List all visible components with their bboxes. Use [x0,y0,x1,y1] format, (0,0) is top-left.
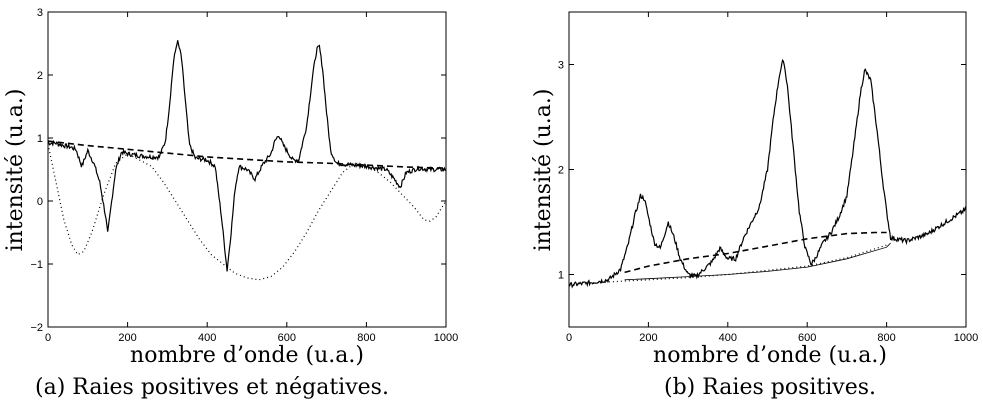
chart-a-series-solid [47,40,447,272]
chart-b-ytick-label: 2 [558,165,564,177]
chart-b-xtick-label: 1000 [954,332,978,344]
chart-a-plot-frame [47,11,447,328]
chart-b-xtick-label: 200 [639,332,657,344]
chart-b-ylabel: intensité (u.a.) [531,89,556,252]
chart-b-xtick-label: 800 [877,332,895,344]
chart-b-caption: (b) Raies positives. [664,375,876,400]
chart-b-series-dashed [624,231,887,274]
chart-b-series-group [568,58,967,289]
chart-a-ylabel: intensité (u.a.) [3,89,28,252]
chart-a-caption: (a) Raies positives et négatives. [35,375,389,400]
chart-a-ticks: 0 200 400 600 800 1000 −2 −1 0 1 2 3 [30,7,458,344]
chart-a-ytick-label: 2 [37,70,43,82]
chart-a-xtick-label: 600 [278,332,296,344]
chart-a-ytick-label: 1 [37,133,43,145]
chart-a-series-dotted [47,144,447,281]
chart-b-xlabel: nombre d’onde (u.a.) [653,343,887,368]
chart-a-ytick-label: 0 [37,196,43,208]
chart-a-xtick-label: 400 [198,332,216,344]
chart-a-xtick-label: 200 [118,332,136,344]
chart-a-xtick-label: 800 [357,332,375,344]
chart-a: 0 200 400 600 800 1000 −2 −1 0 1 2 3 nombre d’onde … [3,7,458,400]
chart-b-xtick-label: 600 [798,332,816,344]
chart-b-xtick-label: 400 [719,332,737,344]
chart-b-xtick-label: 0 [566,332,572,344]
chart-a-ytick-label: −1 [30,259,43,271]
chart-a-xtick-label: 0 [45,332,51,344]
chart-a-ytick-label: 3 [37,7,43,19]
chart-b-ticks: 0 200 400 600 800 1000 1 2 3 [558,12,978,344]
chart-a-xtick-label: 1000 [434,332,458,344]
chart-b: 0 200 400 600 800 1000 1 2 3 nombre d’onde (u.a.… [531,11,978,400]
chart-a-series-group [47,40,447,281]
chart-b-ytick-label: 3 [558,60,564,72]
chart-b-series-thin [624,242,891,281]
chart-b-series-solid [568,58,967,289]
chart-a-xlabel: nombre d’onde (u.a.) [130,343,364,368]
chart-b-series-dotted [568,244,887,286]
chart-a-ytick-label: −2 [30,322,43,334]
chart-b-ytick-label: 1 [558,270,564,282]
chart-a-series-dashed [47,140,447,169]
